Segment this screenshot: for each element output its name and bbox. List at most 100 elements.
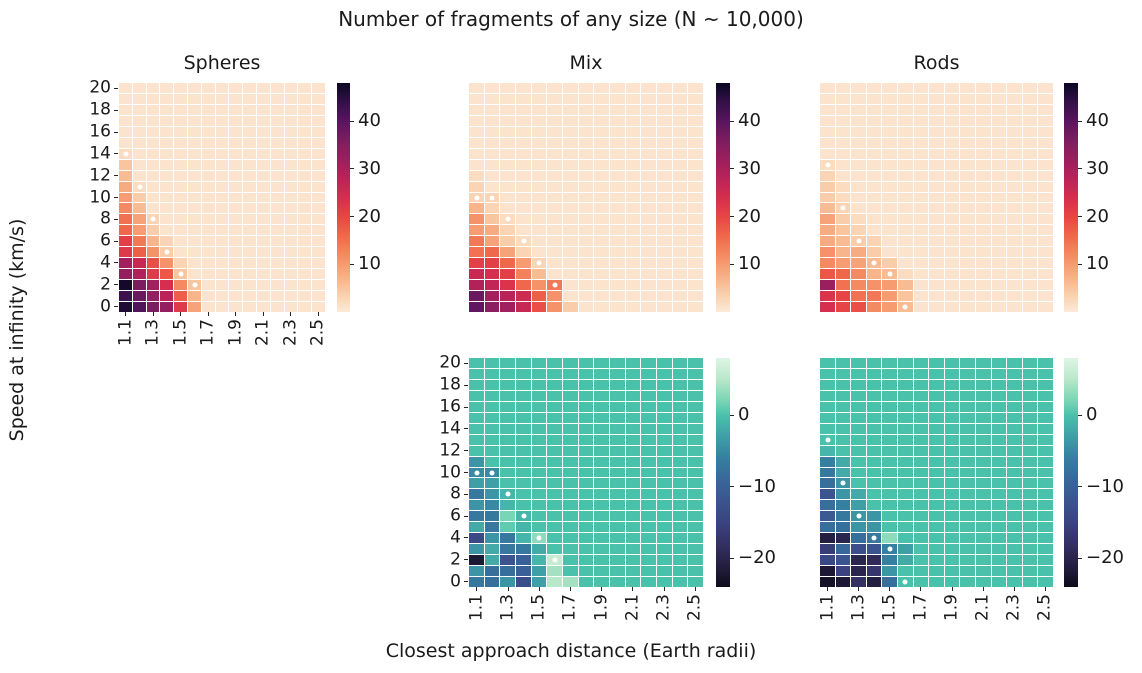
- heatmap-cell: [160, 170, 174, 181]
- x-tick-label: 2.5: [307, 319, 328, 347]
- heatmap-cell: [1022, 445, 1038, 456]
- heatmap-cell: [119, 181, 132, 192]
- heatmap-cell: [898, 247, 913, 258]
- heatmap-cell: [625, 533, 641, 544]
- heatmap-cell: [531, 137, 547, 148]
- heatmap-cell: [547, 225, 562, 236]
- heatmap-cell: [594, 423, 609, 434]
- heatmap-cell: [641, 566, 656, 577]
- heatmap-cell: [484, 269, 500, 280]
- heatmap-cell: [835, 225, 851, 236]
- heatmap-cell: [610, 533, 625, 544]
- heatmap-cell: [625, 269, 641, 280]
- heatmap-cell: [531, 214, 547, 225]
- heatmap-cell: [215, 258, 229, 269]
- heatmap-cell: [688, 93, 703, 104]
- heatmap-cell: [1022, 148, 1038, 159]
- heatmap-cell: [929, 478, 944, 489]
- heatmap-cell: [820, 214, 835, 225]
- heatmap-cell: [835, 104, 851, 115]
- x-tick-mark: [982, 587, 984, 591]
- heatmap-cell: [672, 192, 688, 203]
- heatmap-cell: [594, 544, 609, 555]
- heatmap-cell: [516, 412, 531, 423]
- heatmap-cell: [944, 148, 960, 159]
- heatmap-cell: [1007, 522, 1022, 533]
- heatmap-cell: [312, 269, 325, 280]
- heatmap-cell: [516, 214, 531, 225]
- heatmap-cell: [516, 390, 531, 401]
- heatmap-cell: [500, 115, 515, 126]
- heatmap-cell: [547, 126, 562, 137]
- heatmap-cell: [991, 104, 1007, 115]
- heatmap-cell: [312, 148, 325, 159]
- heatmap-cell: [146, 115, 160, 126]
- heatmap-cell: [641, 368, 656, 379]
- heatmap-cell: [835, 358, 851, 368]
- y-tick-label: 14: [89, 143, 111, 164]
- heatmap-cell: [119, 170, 132, 181]
- heatmap-cell: [188, 258, 201, 269]
- heatmap-cell: [132, 148, 146, 159]
- heatmap-cell: [1007, 192, 1022, 203]
- heatmap-cell: [960, 126, 975, 137]
- heatmap-cell: [820, 511, 835, 522]
- heatmap-cell: [835, 159, 851, 170]
- heatmap-cell: [1007, 368, 1022, 379]
- heatmap-cell: [610, 390, 625, 401]
- heatmap-cell: [991, 115, 1007, 126]
- heatmap-cell: [991, 192, 1007, 203]
- heatmap-cell: [188, 148, 201, 159]
- heatmap-cell: [929, 137, 944, 148]
- heatmap-cell: [672, 214, 688, 225]
- heatmap-cell: [866, 258, 882, 269]
- heatmap-cell: [851, 225, 866, 236]
- heatmap-cell: [484, 115, 500, 126]
- heatmap-cell: [641, 258, 656, 269]
- heatmap-cell: [174, 258, 187, 269]
- heatmap-cell: [312, 170, 325, 181]
- heatmap-cell: [1038, 500, 1053, 511]
- heatmap-cell: [270, 236, 284, 247]
- heatmap-cell: [531, 358, 547, 368]
- heatmap-cell: [944, 192, 960, 203]
- heatmap-cell: [563, 489, 578, 500]
- heatmap-cell: [882, 214, 897, 225]
- heatmap-cell: [516, 423, 531, 434]
- heatmap-cell: [484, 500, 500, 511]
- heatmap-cell: [1038, 302, 1053, 312]
- heatmap-cell: [1022, 247, 1038, 258]
- heatmap-cell: [688, 291, 703, 302]
- heatmap-cell: [625, 148, 641, 159]
- heatmap-cell: [174, 269, 187, 280]
- heatmap-cell: [820, 302, 835, 312]
- heatmap-cell: [257, 93, 270, 104]
- heatmap-cell: [657, 500, 672, 511]
- y-tick-mark: [464, 472, 468, 473]
- heatmap-cell: [578, 93, 594, 104]
- heatmap-cell: [188, 203, 201, 214]
- heatmap-cell: [913, 489, 929, 500]
- heatmap-cell: [270, 170, 284, 181]
- heatmap-cell: [531, 192, 547, 203]
- heatmap-cell: [500, 203, 515, 214]
- heatmap-cell: [215, 181, 229, 192]
- heatmap-cell: [688, 181, 703, 192]
- heatmap-cell: [882, 159, 897, 170]
- heatmap-cell: [563, 203, 578, 214]
- colorbar-tick-mark: [1078, 120, 1082, 122]
- heatmap-cell: [1007, 137, 1022, 148]
- heatmap-cell: [944, 280, 960, 291]
- heatmap-cell: [625, 93, 641, 104]
- x-tick-mark: [476, 587, 478, 591]
- heatmap-cell: [1007, 434, 1022, 445]
- colorbar-tick-label: 20: [738, 205, 761, 227]
- heatmap-cell: [563, 500, 578, 511]
- heatmap-cell: [898, 291, 913, 302]
- x-tick-label: 2.3: [280, 319, 301, 347]
- heatmap-cell: [929, 401, 944, 412]
- heatmap-cell: [657, 203, 672, 214]
- heatmap-cell: [132, 280, 146, 291]
- heatmap-cell: [625, 478, 641, 489]
- heatmap-cell: [866, 93, 882, 104]
